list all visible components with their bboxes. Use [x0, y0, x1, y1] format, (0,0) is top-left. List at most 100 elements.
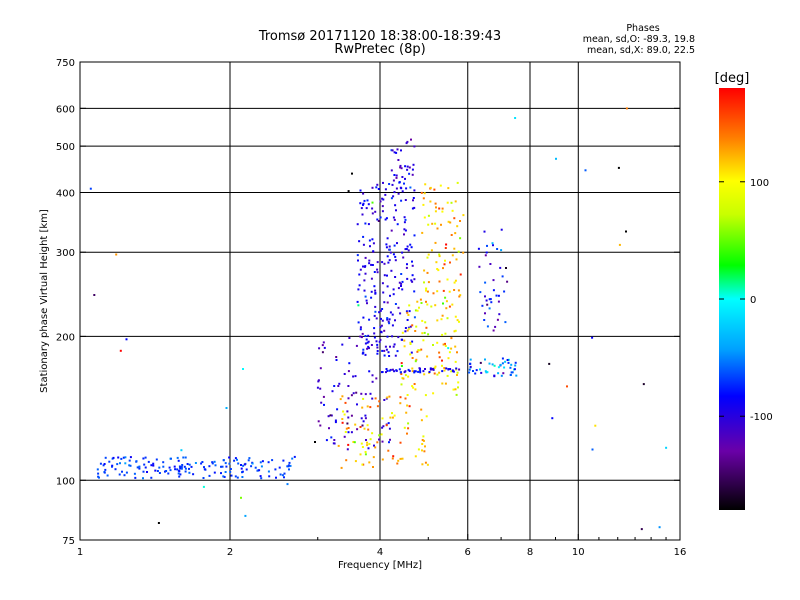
data-point	[402, 377, 405, 380]
data-point	[400, 149, 402, 152]
data-point	[411, 260, 413, 263]
data-point	[362, 351, 365, 354]
data-point	[338, 382, 341, 385]
data-point	[452, 388, 455, 391]
data-point	[348, 362, 351, 365]
data-point	[430, 305, 433, 308]
data-point	[584, 169, 587, 172]
data-point	[446, 374, 449, 377]
data-point	[642, 383, 645, 386]
colorbar-unit-label: [deg]	[715, 71, 750, 86]
data-point	[360, 417, 363, 420]
data-point	[229, 468, 232, 470]
data-point	[152, 462, 155, 465]
data-point	[223, 476, 226, 478]
data-point	[408, 166, 411, 169]
data-point	[420, 191, 423, 194]
data-point	[406, 165, 409, 168]
data-point	[341, 343, 344, 346]
data-point	[362, 192, 365, 195]
data-point	[381, 210, 384, 213]
data-point	[364, 414, 367, 417]
data-point	[371, 374, 374, 377]
data-point	[403, 228, 406, 231]
data-point	[373, 314, 376, 317]
data-point	[225, 465, 228, 468]
data-point	[364, 451, 367, 453]
data-point	[318, 347, 321, 350]
data-point	[375, 186, 378, 189]
data-point	[381, 282, 384, 285]
data-point	[423, 450, 426, 453]
data-point	[391, 183, 394, 186]
data-point	[454, 315, 457, 318]
data-point	[400, 365, 403, 367]
data-point	[507, 358, 510, 361]
data-point	[392, 288, 395, 291]
data-point	[438, 371, 441, 374]
data-point	[357, 321, 360, 324]
data-point	[411, 168, 414, 171]
data-point	[177, 459, 180, 462]
data-point	[371, 380, 374, 383]
data-point	[441, 382, 444, 385]
data-point	[407, 427, 410, 430]
data-point	[454, 329, 457, 332]
data-point	[434, 210, 437, 213]
data-point	[492, 279, 495, 282]
data-point	[356, 403, 358, 406]
data-point	[388, 183, 391, 185]
data-point	[386, 369, 389, 372]
data-point	[426, 271, 429, 274]
data-point	[383, 274, 386, 277]
data-point	[368, 347, 370, 350]
y-tick-labels: 75 100 200 300 400 500 600 750	[56, 58, 680, 547]
data-point	[493, 364, 496, 367]
data-point	[453, 247, 456, 250]
data-point	[443, 367, 446, 369]
data-point	[407, 314, 410, 316]
data-point	[322, 341, 325, 344]
data-point	[395, 209, 397, 212]
data-point	[491, 242, 494, 245]
data-point	[401, 190, 404, 193]
y-tick-label: 200	[56, 332, 75, 343]
data-point	[119, 349, 122, 352]
data-point	[362, 420, 365, 423]
data-point	[236, 476, 239, 479]
colorbar-tick-label: 0	[750, 295, 756, 306]
data-point	[389, 311, 392, 314]
data-point	[421, 439, 424, 441]
data-point	[344, 431, 347, 433]
data-point	[346, 422, 349, 425]
data-point	[489, 298, 492, 301]
data-point	[202, 477, 205, 479]
data-point	[388, 245, 391, 248]
data-point	[370, 344, 373, 346]
data-point	[327, 415, 330, 418]
data-point	[381, 440, 384, 443]
data-point	[419, 369, 422, 372]
data-point	[511, 371, 514, 374]
data-point	[376, 352, 379, 355]
data-point	[450, 370, 453, 373]
data-point	[389, 438, 391, 441]
data-point	[426, 463, 429, 466]
data-point	[353, 441, 356, 444]
data-point	[355, 391, 358, 394]
data-point	[361, 332, 364, 335]
data-point	[425, 287, 428, 290]
data-point	[385, 397, 388, 400]
data-point	[368, 318, 371, 321]
data-point	[425, 300, 427, 303]
data-point	[328, 427, 330, 430]
data-point	[154, 469, 157, 472]
data-point	[413, 234, 416, 237]
data-point	[374, 210, 377, 213]
data-point	[513, 368, 516, 371]
data-point	[360, 336, 363, 339]
data-point	[385, 371, 387, 374]
data-point	[400, 383, 403, 386]
data-point	[443, 263, 446, 266]
